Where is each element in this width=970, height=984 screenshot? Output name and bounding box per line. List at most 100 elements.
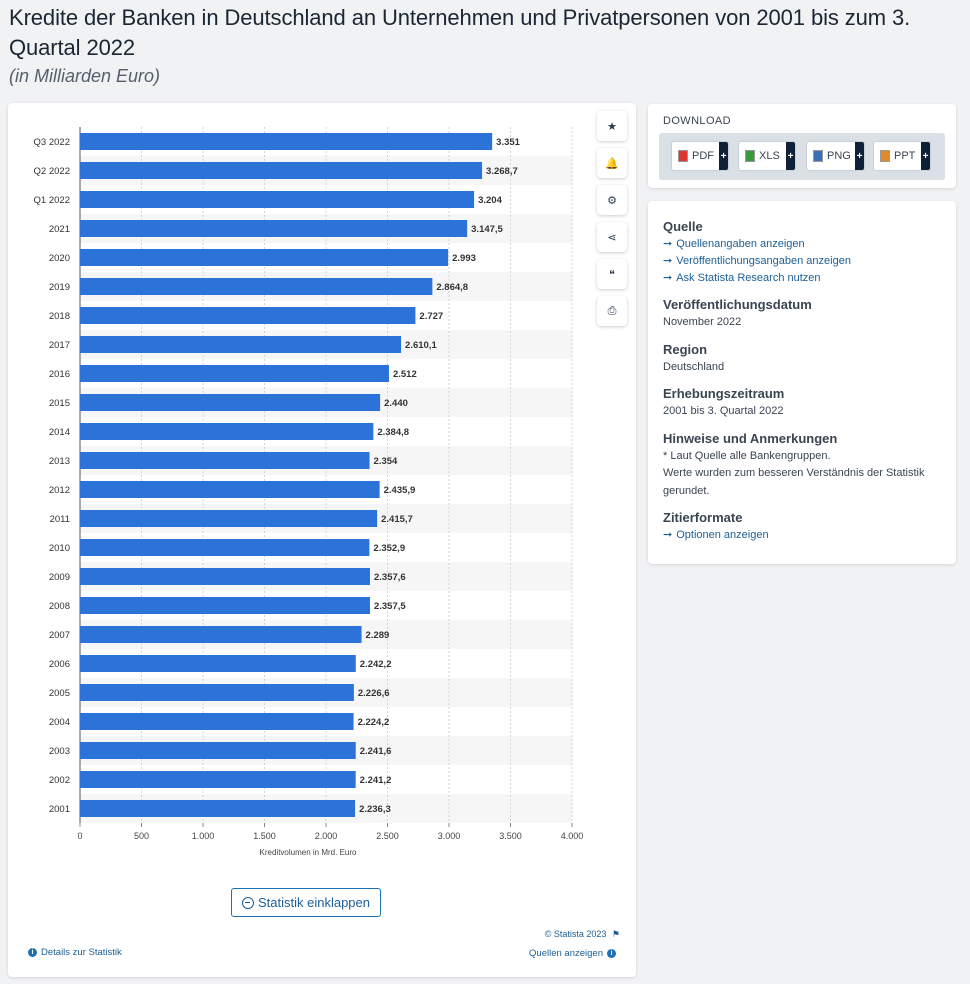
data-label: 3.147,5	[471, 224, 503, 235]
png-file-icon	[813, 150, 823, 162]
plus-icon: +	[921, 142, 930, 170]
x-tick-label: 2.500	[376, 831, 399, 841]
bell-icon[interactable]: 🔔	[597, 148, 627, 178]
bar	[80, 307, 416, 324]
source-link-label: Veröffentlichungsangaben anzeigen	[676, 255, 851, 267]
sources-label: Quellen anzeigen	[529, 948, 603, 959]
bar	[80, 278, 433, 295]
bar	[80, 423, 374, 440]
category-label: 2016	[49, 369, 70, 380]
x-tick-label: 3.000	[438, 831, 461, 841]
credit-text: © Statista 2023	[544, 929, 607, 939]
quote-icon[interactable]: ❝	[597, 259, 627, 289]
bar	[80, 655, 356, 672]
data-label: 2.352,9	[373, 543, 405, 554]
bar	[80, 365, 389, 382]
category-label: 2004	[49, 717, 70, 728]
bar	[80, 597, 370, 614]
category-label: 2002	[49, 775, 70, 786]
pdf-file-icon	[678, 150, 688, 162]
bar	[80, 800, 356, 817]
arrow-right-icon: ➞	[663, 238, 673, 250]
page-subtitle: (in Milliarden Euro)	[9, 66, 161, 86]
plus-icon: +	[786, 142, 795, 170]
bar	[80, 568, 370, 585]
data-label: 2.241,2	[360, 775, 392, 786]
download-png-button[interactable]: PNG +	[806, 141, 865, 171]
ppt-file-icon	[880, 150, 890, 162]
x-tick-label: 500	[134, 831, 149, 841]
category-label: 2003	[49, 746, 70, 757]
cite-section: Zitierformate ➞ Optionen anzeigen	[663, 509, 941, 544]
category-label: Q3 2022	[34, 137, 70, 148]
category-label: 2011	[50, 514, 70, 525]
data-label: 2.864,8	[436, 282, 468, 293]
cite-heading: Zitierformate	[663, 510, 743, 525]
collapse-statistic-button[interactable]: Statistik einklappen	[231, 888, 381, 917]
data-label: 2.435,9	[384, 485, 416, 496]
download-title: DOWNLOAD	[663, 115, 731, 127]
star-icon[interactable]: ★	[597, 111, 627, 141]
plus-icon: +	[719, 142, 728, 170]
details-link[interactable]: i Details zur Statistik	[24, 947, 122, 958]
bar-chart: 3.351 Q3 2022 3.268,7 Q2 2022 3.204 Q1 2022 3.…	[34, 127, 583, 857]
show-sources-link[interactable]: Quellen anzeigen i	[529, 948, 620, 959]
category-label: 2020	[49, 253, 70, 264]
info-panel: Quelle ➞ Quellenangaben anzeigen ➞ Veröffe…	[648, 201, 956, 564]
notes-section: Hinweise und Anmerkungen * Laut Quelle a…	[663, 430, 941, 501]
source-link-label: Quellenangaben anzeigen	[676, 238, 805, 250]
data-label: 2.241,6	[360, 746, 392, 757]
details-label: Details zur Statistik	[41, 947, 122, 958]
download-pdf-button[interactable]: PDF +	[671, 141, 729, 171]
download-panel: DOWNLOAD PDF + XLS + PNG + PPT +	[648, 104, 956, 188]
bar	[80, 394, 381, 411]
x-tick-label: 1.500	[253, 831, 276, 841]
gear-icon[interactable]: ⚙	[597, 185, 627, 215]
data-label: 3.204	[478, 195, 502, 206]
period-heading: Erhebungszeitraum	[663, 386, 785, 401]
category-label: 2001	[49, 804, 70, 815]
category-label: Q1 2022	[34, 195, 70, 206]
download-ppt-button[interactable]: PPT +	[873, 141, 931, 171]
source-heading: Quelle	[663, 219, 703, 234]
category-label: 2021	[49, 224, 70, 235]
category-label: 2009	[49, 572, 70, 583]
download-bar: PDF + XLS + PNG + PPT +	[659, 133, 945, 180]
region-value: Deutschland	[663, 360, 725, 373]
statista-credit[interactable]: © Statista 2023 ⚑	[545, 929, 620, 940]
data-label: 2.224,2	[358, 717, 390, 728]
bar	[80, 249, 449, 266]
data-label: 2.357,5	[374, 601, 406, 612]
pdf-label: PDF	[692, 150, 714, 162]
pubdate-value: November 2022	[663, 316, 742, 328]
bar	[80, 162, 483, 179]
category-label: 2018	[49, 311, 70, 322]
bar	[80, 539, 370, 556]
bar	[80, 481, 380, 498]
bar	[80, 510, 378, 527]
cite-link-label: Optionen anzeigen	[676, 529, 769, 541]
arrow-right-icon: ➞	[663, 255, 673, 267]
minus-circle-icon	[241, 896, 254, 909]
source-link-3[interactable]: ➞ Ask Statista Research nutzen	[663, 270, 941, 287]
data-label: 2.242,2	[360, 659, 392, 670]
data-label: 2.512	[393, 369, 417, 380]
source-link-2[interactable]: ➞ Veröffentlichungsangaben anzeigen	[663, 253, 941, 270]
share-icon[interactable]: ⋖	[597, 222, 627, 252]
pubdate-heading: Veröffentlichungsdatum	[663, 297, 812, 312]
category-label: 2014	[49, 427, 70, 438]
cite-options-link[interactable]: ➞ Optionen anzeigen	[663, 527, 941, 544]
ppt-label: PPT	[894, 150, 916, 162]
category-label: 2017	[49, 340, 70, 351]
data-label: 3.268,7	[486, 166, 518, 177]
bar	[80, 626, 362, 643]
info-icon: i	[28, 948, 37, 957]
bar	[80, 742, 356, 759]
arrow-right-icon: ➞	[663, 529, 673, 541]
bar	[80, 452, 370, 469]
print-icon[interactable]: ⎙	[597, 296, 627, 326]
category-label: 2007	[49, 630, 70, 641]
download-xls-button[interactable]: XLS +	[738, 141, 796, 171]
source-link-1[interactable]: ➞ Quellenangaben anzeigen	[663, 236, 941, 253]
period-section: Erhebungszeitraum 2001 bis 3. Quartal 20…	[663, 385, 941, 421]
